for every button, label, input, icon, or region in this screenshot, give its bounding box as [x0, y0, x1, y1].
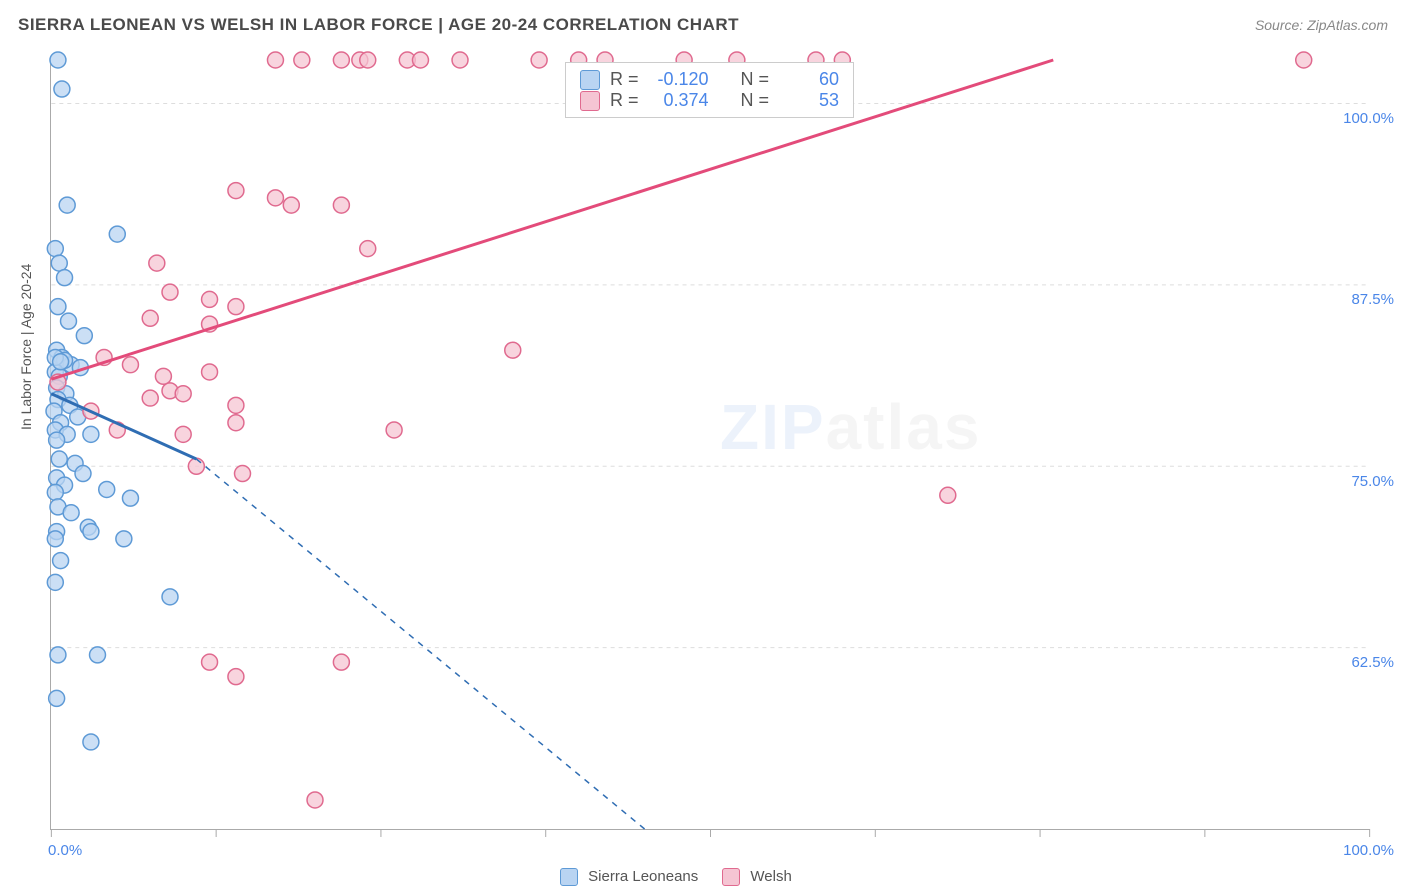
plot-area — [50, 60, 1370, 830]
legend-item: Welsh — [722, 868, 792, 886]
stats-row: R = -0.120 N = 60 — [580, 69, 839, 90]
source-label: Source: ZipAtlas.com — [1255, 17, 1388, 33]
stats-r-label: R = — [610, 69, 639, 90]
swatch-icon — [722, 868, 740, 886]
y-tick-label: 87.5% — [1351, 291, 1394, 308]
stats-r-label: R = — [610, 90, 639, 111]
stats-n-label: N = — [741, 90, 770, 111]
legend-label: Welsh — [750, 868, 791, 885]
x-tick-label: 0.0% — [48, 842, 82, 859]
stats-legend: R = -0.120 N = 60 R = 0.374 N = 53 — [565, 62, 854, 118]
y-tick-label: 100.0% — [1343, 110, 1394, 127]
swatch-icon — [580, 70, 600, 90]
swatch-icon — [560, 868, 578, 886]
x-tick-label: 100.0% — [1343, 842, 1394, 859]
y-tick-label: 62.5% — [1351, 654, 1394, 671]
chart-header: SIERRA LEONEAN VS WELSH IN LABOR FORCE |… — [0, 0, 1406, 50]
series-legend: Sierra Leoneans Welsh — [560, 868, 792, 886]
legend-label: Sierra Leoneans — [588, 868, 698, 885]
y-tick-label: 75.0% — [1351, 473, 1394, 490]
stats-n-value: 60 — [779, 69, 839, 90]
chart-title: SIERRA LEONEAN VS WELSH IN LABOR FORCE |… — [18, 15, 739, 35]
stats-row: R = 0.374 N = 53 — [580, 90, 839, 111]
stats-n-value: 53 — [779, 90, 839, 111]
chart-svg — [51, 60, 1370, 829]
stats-n-label: N = — [741, 69, 770, 90]
stats-r-value: 0.374 — [649, 90, 709, 111]
swatch-icon — [580, 91, 600, 111]
stats-r-value: -0.120 — [649, 69, 709, 90]
legend-item: Sierra Leoneans — [560, 868, 698, 886]
y-axis-label: In Labor Force | Age 20-24 — [18, 264, 34, 430]
